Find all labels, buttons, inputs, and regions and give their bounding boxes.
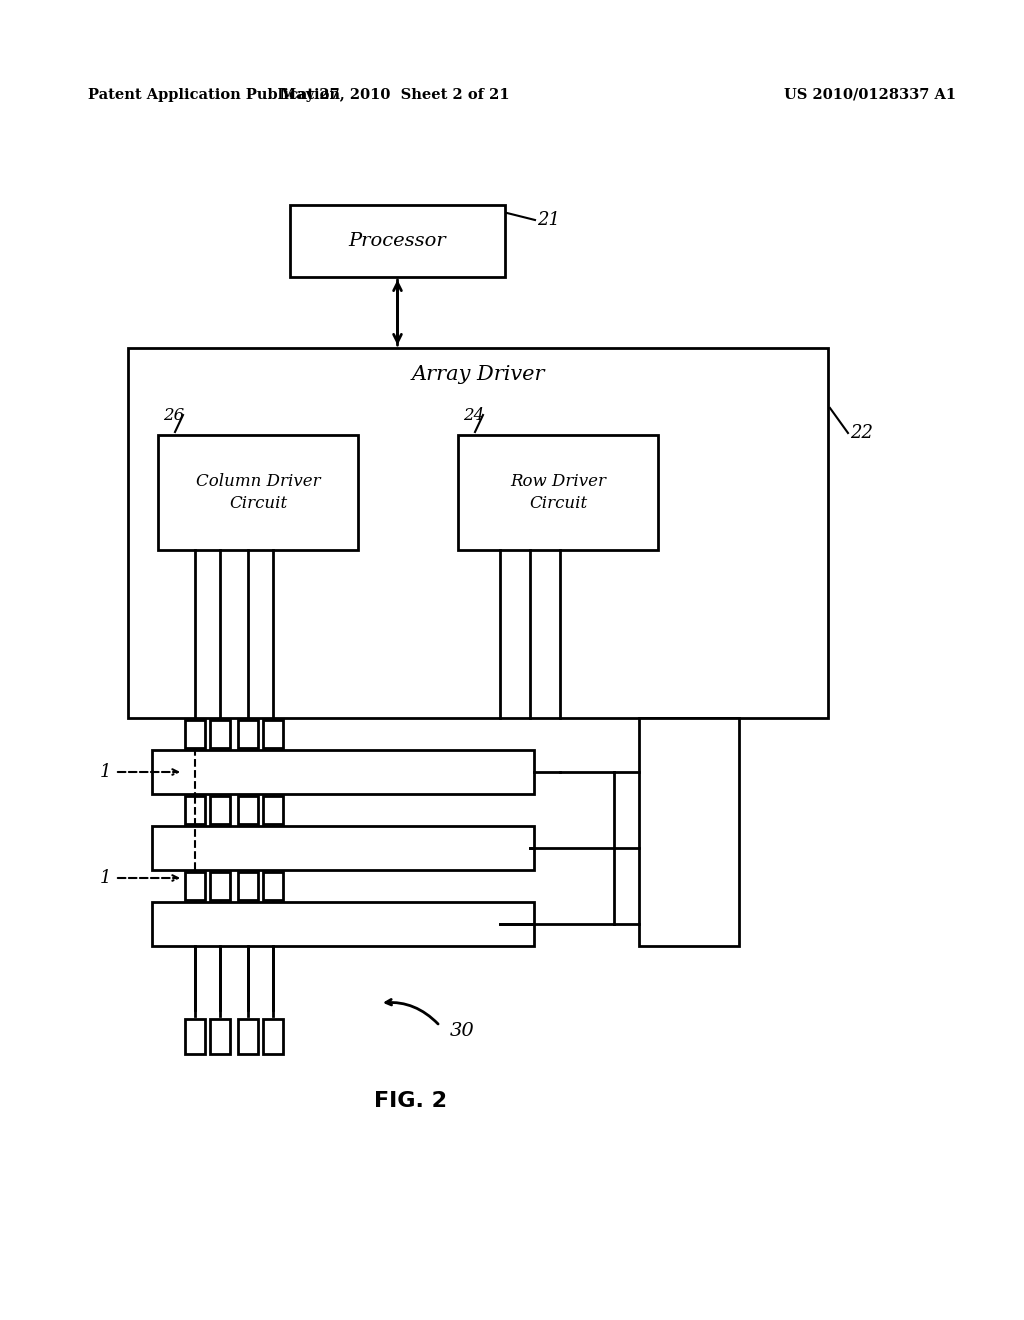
Bar (152, 826, 534, 870)
Bar (263, 1019, 283, 1053)
Bar (238, 796, 258, 824)
Bar (263, 796, 283, 824)
Bar (458, 436, 658, 550)
Bar (152, 902, 534, 946)
Text: May 27, 2010  Sheet 2 of 21: May 27, 2010 Sheet 2 of 21 (281, 88, 510, 102)
Text: 21: 21 (537, 211, 560, 228)
Text: Column Driver
Circuit: Column Driver Circuit (196, 473, 321, 512)
Text: Row Driver
Circuit: Row Driver Circuit (510, 473, 606, 512)
Bar (210, 719, 230, 748)
Bar (210, 796, 230, 824)
Text: 1: 1 (99, 763, 111, 781)
Bar (238, 1019, 258, 1053)
Bar (238, 873, 258, 900)
Bar (185, 873, 205, 900)
Text: Array Driver: Array Driver (412, 364, 545, 384)
Bar (210, 1019, 230, 1053)
Text: 22: 22 (850, 424, 873, 442)
Bar (238, 719, 258, 748)
Text: 30: 30 (450, 1022, 475, 1040)
Bar (185, 796, 205, 824)
Text: FIG. 2: FIG. 2 (374, 1092, 446, 1111)
Bar (290, 205, 505, 277)
Bar (152, 750, 534, 795)
Text: 1: 1 (99, 869, 111, 887)
Text: 26: 26 (163, 407, 184, 424)
Text: Patent Application Publication: Patent Application Publication (88, 88, 340, 102)
Bar (263, 719, 283, 748)
Text: 24: 24 (463, 407, 484, 424)
Bar (185, 1019, 205, 1053)
Bar (263, 873, 283, 900)
Bar (185, 719, 205, 748)
Bar (210, 873, 230, 900)
Bar (158, 436, 358, 550)
Bar (639, 718, 739, 946)
Bar (128, 348, 828, 718)
Text: US 2010/0128337 A1: US 2010/0128337 A1 (784, 88, 956, 102)
Text: Processor: Processor (348, 232, 446, 249)
